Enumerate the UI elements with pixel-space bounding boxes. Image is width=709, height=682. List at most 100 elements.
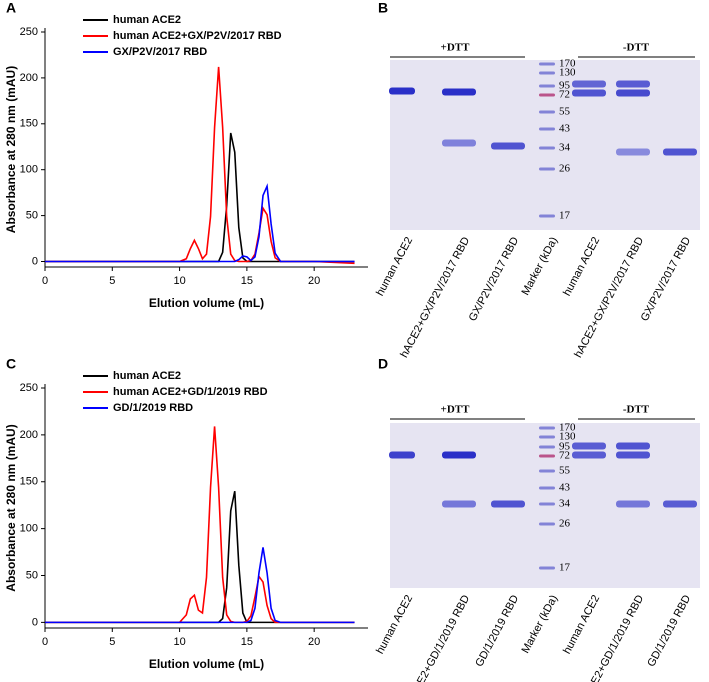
protein-band xyxy=(572,89,606,97)
marker-label: 170 xyxy=(559,58,576,70)
data-line xyxy=(45,490,355,624)
data-line xyxy=(45,132,355,263)
gel-header: +DTT xyxy=(441,42,471,54)
x-axis-label: Elution volume (mL) xyxy=(149,296,264,310)
lane-label: human ACE2 xyxy=(374,235,415,298)
marker-band xyxy=(539,214,555,218)
data-line xyxy=(45,426,355,624)
y-tick-label: 250 xyxy=(20,26,38,38)
y-tick-label: 200 xyxy=(20,72,38,84)
x-axis-label: Elution volume (mL) xyxy=(149,657,264,671)
marker-band xyxy=(539,71,555,75)
marker-band xyxy=(539,110,555,114)
protein-band xyxy=(572,451,606,459)
protein-band xyxy=(663,500,697,508)
y-tick-label: 100 xyxy=(20,523,38,535)
data-line xyxy=(45,66,355,265)
marker-label: 55 xyxy=(559,465,571,477)
protein-band xyxy=(616,148,650,156)
marker-label: 130 xyxy=(559,67,576,79)
x-tick-label: 10 xyxy=(173,636,185,648)
gel-header: +DTT xyxy=(441,404,471,416)
marker-label: 95 xyxy=(559,441,571,453)
protein-band xyxy=(616,80,650,88)
legend-label: human ACE2+GX/P2V/2017 RBD xyxy=(113,30,282,42)
marker-band xyxy=(539,486,555,490)
y-tick-label: 50 xyxy=(26,210,38,222)
lane-label: hACE2+GX/P2V/2017 RBD xyxy=(398,235,472,360)
y-tick-label: 100 xyxy=(20,164,38,176)
legend-label: human ACE2 xyxy=(113,370,181,382)
marker-label: 55 xyxy=(559,106,571,118)
lane-label: GX/P2V/2017 RBD xyxy=(639,235,694,323)
lane-label: GD/1/2019 RBD xyxy=(645,593,693,669)
protein-band xyxy=(491,142,525,150)
x-tick-label: 0 xyxy=(42,636,48,648)
protein-band xyxy=(572,442,606,450)
protein-band xyxy=(389,451,415,459)
marker-band xyxy=(539,127,555,131)
x-tick-label: 15 xyxy=(241,275,253,287)
protein-band xyxy=(442,500,476,508)
marker-label: 43 xyxy=(559,123,571,135)
gel-header: -DTT xyxy=(623,404,650,416)
marker-band xyxy=(539,146,555,150)
protein-band xyxy=(491,500,525,508)
marker-band xyxy=(539,62,555,66)
panel-label: A xyxy=(6,0,16,16)
marker-band xyxy=(539,84,555,88)
legend-label: GX/P2V/2017 RBD xyxy=(113,46,207,58)
legend-label: GD/1/2019 RBD xyxy=(113,402,193,414)
y-tick-label: 250 xyxy=(20,382,38,394)
marker-label: 34 xyxy=(559,498,571,510)
data-line xyxy=(45,547,355,624)
panel-label: D xyxy=(378,356,388,372)
marker-label: 34 xyxy=(559,142,571,154)
marker-band xyxy=(539,435,555,439)
x-tick-label: 10 xyxy=(173,275,185,287)
protein-band xyxy=(442,451,476,459)
protein-band xyxy=(442,88,476,96)
marker-band xyxy=(539,167,555,171)
marker-label: 130 xyxy=(559,431,576,443)
x-tick-label: 20 xyxy=(308,275,320,287)
protein-band xyxy=(442,139,476,147)
protein-band xyxy=(616,89,650,97)
y-tick-label: 150 xyxy=(20,476,38,488)
lane-label: GD/1/2019 RBD xyxy=(473,593,521,669)
marker-band xyxy=(539,93,555,97)
protein-band xyxy=(663,148,697,156)
marker-label: 72 xyxy=(559,89,570,101)
marker-label: 17 xyxy=(559,562,571,574)
lane-label: GX/P2V/2017 RBD xyxy=(467,235,522,323)
marker-band xyxy=(539,566,555,570)
protein-band xyxy=(616,500,650,508)
lane-label: human ACE2 xyxy=(374,593,415,656)
x-tick-label: 5 xyxy=(109,275,115,287)
gel-header: -DTT xyxy=(623,42,650,54)
y-axis-label: Absorbance at 280 nm (mAU) xyxy=(4,424,18,591)
panel-label: B xyxy=(378,0,388,16)
legend-label: human ACE2+GD/1/2019 RBD xyxy=(113,386,268,398)
y-tick-label: 50 xyxy=(26,569,38,581)
marker-label: 72 xyxy=(559,450,570,462)
marker-label: 95 xyxy=(559,80,571,92)
protein-band xyxy=(572,80,606,88)
data-line xyxy=(45,183,355,263)
lane-label: Marker (kDa) xyxy=(519,235,560,297)
marker-label: 170 xyxy=(559,422,576,434)
marker-band xyxy=(539,445,555,449)
x-tick-label: 15 xyxy=(241,636,253,648)
x-tick-label: 20 xyxy=(308,636,320,648)
lane-label: Marker (kDa) xyxy=(519,593,560,655)
panel-label: C xyxy=(6,356,16,372)
protein-band xyxy=(389,87,415,95)
y-tick-label: 150 xyxy=(20,118,38,130)
marker-band xyxy=(539,454,555,458)
gel-image xyxy=(390,60,700,230)
marker-band xyxy=(539,502,555,506)
marker-label: 43 xyxy=(559,482,571,494)
protein-band xyxy=(616,442,650,450)
